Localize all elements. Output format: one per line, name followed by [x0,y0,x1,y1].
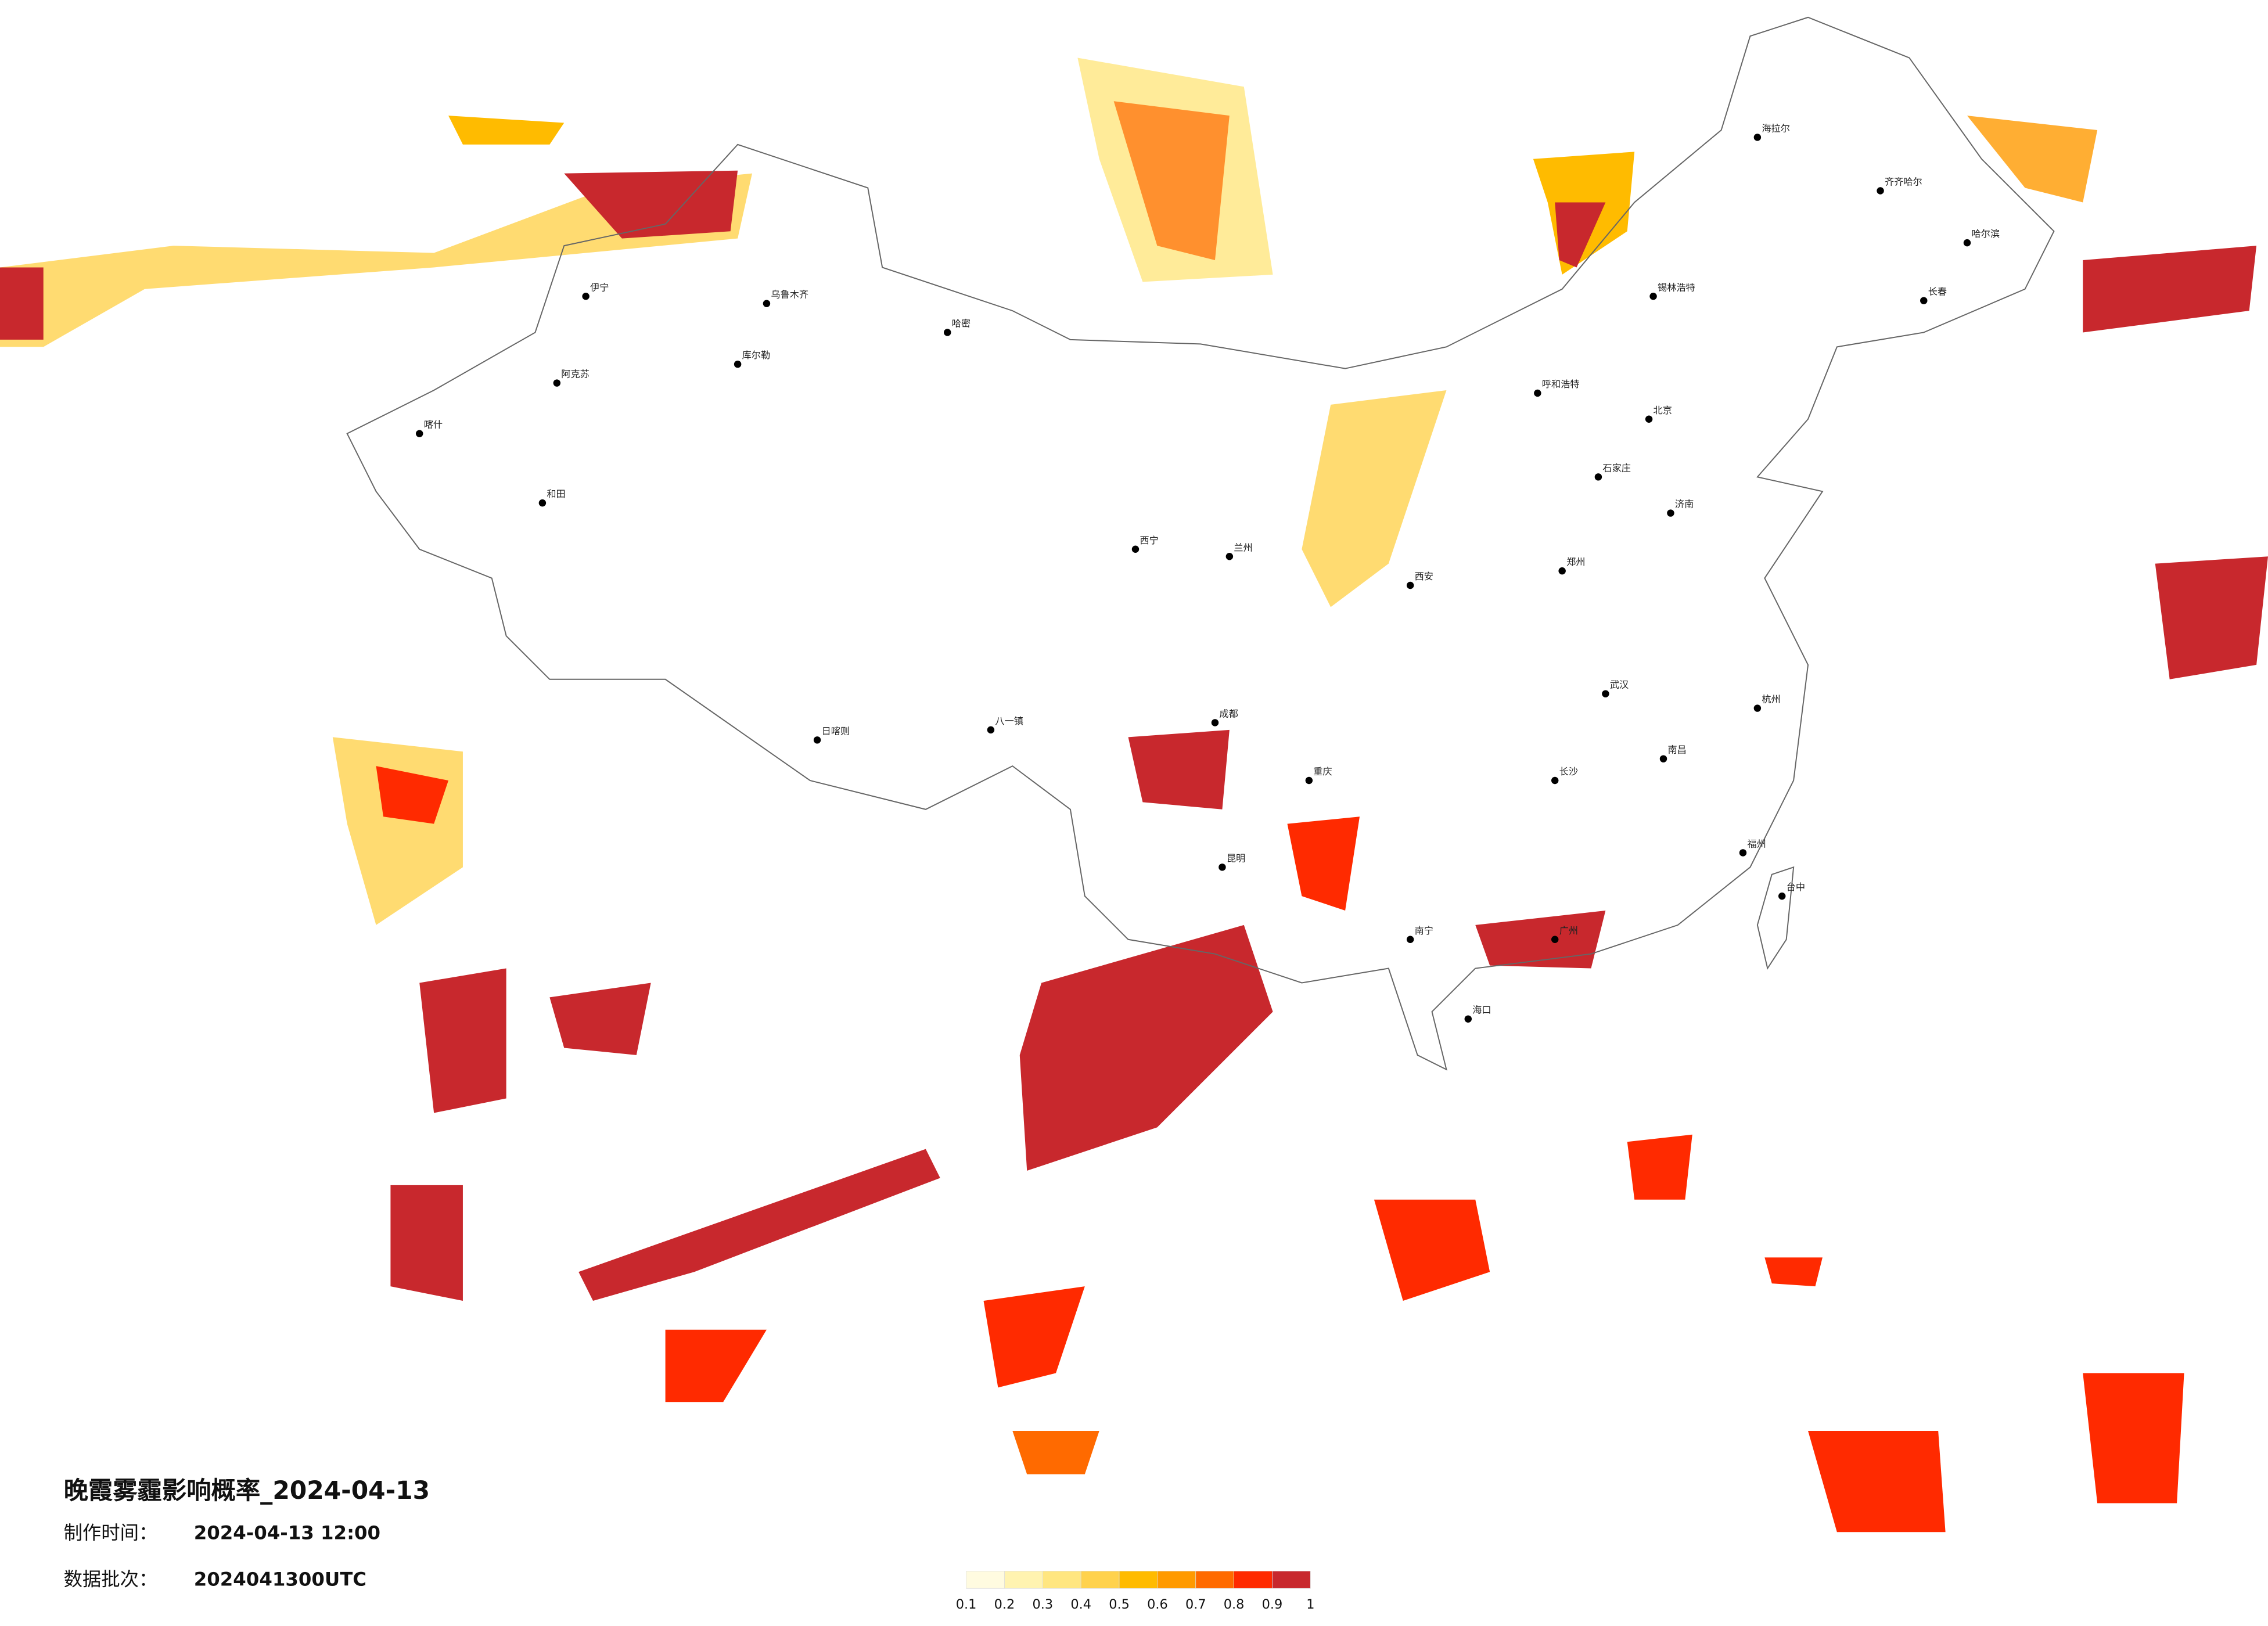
legend-tick-label: 0.5 [1109,1597,1130,1612]
city-label: 福州 [1747,838,1766,849]
made-label: 制作时间： [64,1522,158,1544]
city-dot [1645,415,1653,423]
city-dot [1558,567,1566,575]
city-label: 呼和浩特 [1542,379,1580,390]
city-label: 齐齐哈尔 [1885,177,1922,188]
legend-swatch [1157,1571,1196,1589]
city-dot [1219,864,1226,871]
city-label: 哈尔滨 [1971,228,2000,239]
city-dot [987,726,995,734]
city-dot [1920,297,1928,304]
city-dot [553,379,561,387]
city-dot [1877,187,1884,195]
legend-tick-label: 0.8 [1224,1597,1245,1612]
city-dot [1963,239,1971,247]
city-dot [1305,776,1313,785]
city-label: 西安 [1415,571,1433,582]
city-dot [1753,134,1762,141]
city-label: 广州 [1559,925,1578,936]
city-dot [1667,509,1674,517]
city-label: 和田 [547,488,565,499]
city-label: 郑州 [1566,556,1585,567]
legend-tick-label: 0.9 [1262,1597,1283,1612]
city-label: 南宁 [1415,925,1433,936]
legend-tick-label: 0.4 [1070,1597,1091,1612]
legend-swatch [1042,1571,1081,1589]
country-border [346,16,2055,1071]
batch-value: 2024041300UTC [194,1568,366,1590]
city-label: 长春 [1928,286,1947,297]
city-dot [1406,936,1414,943]
city-label: 海口 [1472,1005,1491,1016]
legend-swatch [1119,1571,1158,1589]
city-label: 日喀则 [822,725,850,736]
legend: 0.1 0.2 0.3 0.4 0.5 0.6 0.7 0.8 0.9 1 [956,1571,1314,1612]
city-label: 西宁 [1140,535,1158,546]
city-dot [582,293,590,300]
legend-swatch [1195,1571,1234,1589]
legend-swatch [1234,1571,1273,1589]
city-dot [813,736,821,744]
city-dot [763,300,771,307]
batch-label: 数据批次： [64,1568,158,1590]
city-label: 库尔勒 [742,350,771,361]
city-label: 喀什 [424,419,443,430]
city-dot [1753,704,1762,712]
city-dot [1551,936,1559,943]
city-label: 伊宁 [590,282,609,293]
taiwan [1756,866,1795,970]
legend-tick-label: 0.3 [1033,1597,1054,1612]
legend-tick-label: 0.2 [994,1597,1015,1612]
city-label: 哈密 [952,318,971,329]
city-label: 长沙 [1559,766,1578,777]
city-label: 兰州 [1234,542,1252,553]
city-dot [1225,553,1234,560]
city-label: 南昌 [1667,744,1686,756]
haze-field [0,57,2268,1533]
city-dot [734,360,742,368]
city-dot [944,329,951,336]
city-label: 锡林浩特 [1658,282,1695,293]
city-label: 海拉尔 [1762,123,1790,134]
city-dot [1131,545,1140,553]
city-label: 杭州 [1762,694,1780,705]
legend-swatch [1080,1571,1120,1589]
city-label: 昆明 [1227,852,1245,864]
city-dot [1778,892,1786,900]
city-label: 乌鲁木齐 [771,289,808,300]
city-label: 重庆 [1313,766,1332,777]
city-dot [1659,755,1667,762]
city-label: 阿克苏 [561,369,590,380]
city-label: 成都 [1219,708,1238,719]
city-dot [1594,473,1602,481]
city-dot [415,430,423,437]
legend-swatch [966,1571,1005,1589]
legend-swatch [1272,1571,1311,1589]
city-dot [1602,690,1609,697]
legend-swatch [1004,1571,1043,1589]
legend-tick-label: 0.1 [956,1597,977,1612]
city-label: 北京 [1654,405,1672,416]
city-dot [538,499,547,507]
legend-tick-label: 0.6 [1147,1597,1168,1612]
city-dot [1534,389,1541,397]
made-value: 2024-04-13 12:00 [194,1522,380,1544]
city-label: 八一镇 [995,715,1023,726]
city-label: 台中 [1787,882,1805,893]
city-dot [1551,776,1559,785]
city-dot [1649,293,1657,300]
city-dot [1739,849,1747,857]
title: 晚霞雾霾影响概率_2024-04-13 [64,1476,430,1505]
legend-tick-label: 1 [1306,1597,1314,1612]
city-label: 济南 [1675,499,1694,510]
city-dot [1406,581,1414,589]
city-label: 石家庄 [1602,462,1631,473]
legend-tick-label: 0.7 [1185,1597,1206,1612]
city-label: 武汉 [1610,679,1629,690]
city-dot [1211,719,1219,726]
city-dot [1464,1015,1472,1023]
